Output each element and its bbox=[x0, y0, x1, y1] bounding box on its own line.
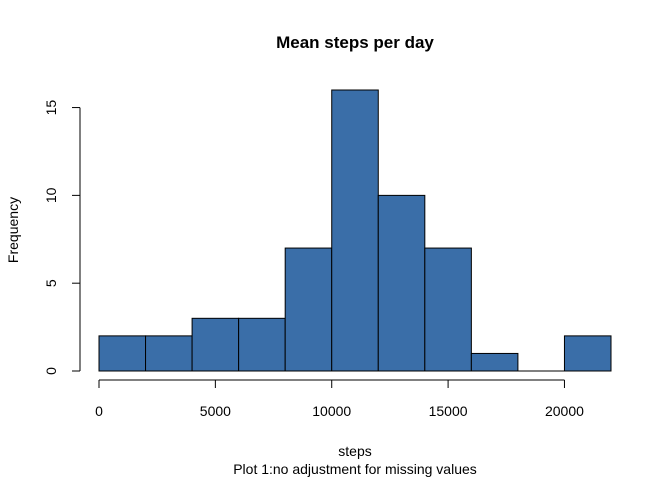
bars-group bbox=[98, 89, 612, 372]
y-tick-label: 5 bbox=[43, 279, 59, 287]
x-axis-label: steps bbox=[338, 443, 371, 459]
chart-subtitle: Plot 1:no adjustment for missing values bbox=[233, 461, 477, 477]
x-tick-label: 5000 bbox=[200, 403, 231, 419]
x-tick-label: 10000 bbox=[312, 403, 351, 419]
histogram-bar bbox=[98, 335, 147, 372]
histogram-bar bbox=[377, 194, 426, 372]
y-tick-label: 0 bbox=[43, 367, 59, 375]
histogram-bar bbox=[145, 335, 193, 372]
histogram-bar bbox=[331, 89, 379, 372]
x-tick-label: 20000 bbox=[545, 403, 584, 419]
x-tick-label: 15000 bbox=[429, 403, 468, 419]
histogram-bar bbox=[238, 317, 286, 372]
y-axis-label: Frequency bbox=[5, 197, 21, 263]
chart-title: Mean steps per day bbox=[276, 33, 434, 52]
histogram-bar bbox=[284, 247, 333, 372]
histogram-bar bbox=[563, 335, 612, 372]
histogram-bar bbox=[191, 317, 240, 372]
histogram-bar bbox=[470, 352, 519, 372]
x-tick-label: 0 bbox=[95, 403, 103, 419]
x-axis: 0 5000 10000 15000 20000 bbox=[95, 379, 584, 419]
y-tick-label: 15 bbox=[43, 100, 59, 116]
y-axis: 0 5 10 15 bbox=[43, 100, 81, 375]
histogram-bar bbox=[424, 247, 472, 372]
y-tick-label: 10 bbox=[43, 187, 59, 203]
